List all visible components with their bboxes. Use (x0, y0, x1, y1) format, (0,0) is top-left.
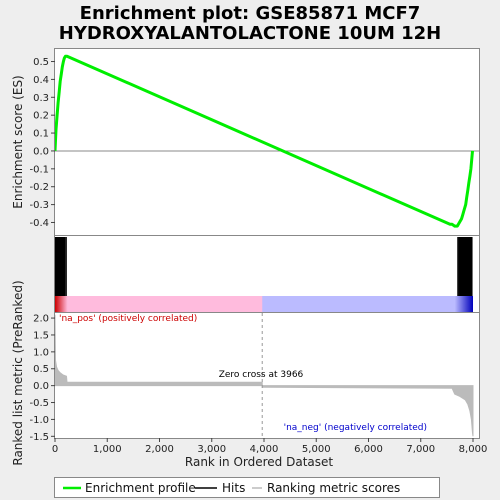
legend-label-ranking-metric: Ranking metric scores (267, 481, 400, 495)
es-y-tick-label: 0.0 (33, 146, 49, 157)
x-tick-label: 1,000 (93, 444, 122, 455)
x-tick-label: 6,000 (354, 444, 383, 455)
metric-y-tick-label: -1.5 (29, 432, 49, 443)
legend-label-enrichment-profile: Enrichment profile (85, 481, 196, 495)
metric-y-axis: -1.5 -1.0 -0.5 0.0 0.5 1.0 1.5 2.0 (29, 314, 55, 443)
chart-title-line-2: HYDROXYALANTOLACTONE 10UM 12H (59, 23, 442, 44)
es-y-tick-label: 0.5 (33, 57, 49, 68)
metric-y-tick-label: 1.5 (33, 330, 49, 341)
es-y-tick-label: -0.4 (29, 218, 49, 229)
metric-y-tick-label: 0.5 (33, 364, 49, 375)
metric-y-tick-label: -1.0 (29, 415, 49, 426)
zero-cross-label: Zero cross at 3966 (219, 370, 304, 380)
metric-y-tick-label: 2.0 (33, 314, 49, 325)
legend-label-hits: Hits (222, 481, 245, 495)
es-y-axis: -0.4 -0.3 -0.2 -0.1 0.0 0.1 0.2 0.3 0.4 0.5 (29, 57, 55, 229)
es-y-axis-label: Enrichment score (ES) (11, 75, 25, 208)
positive-correlation-label: 'na_pos' (positively correlated) (59, 314, 197, 324)
x-tick-label: 0 (52, 444, 58, 455)
x-tick-label: 8,000 (459, 444, 488, 455)
x-tick-label: 3,000 (197, 444, 226, 455)
metric-y-axis-label: Ranked list metric (PreRanked) (11, 280, 25, 465)
metric-y-tick-label: -0.5 (29, 398, 49, 409)
rank-gradient-bar (55, 296, 473, 312)
metric-y-tick-label: 1.0 (33, 347, 49, 358)
es-y-tick-label: 0.1 (33, 129, 49, 140)
es-y-tick-label: 0.4 (33, 75, 49, 86)
negative-correlation-label: 'na_neg' (negatively correlated) (284, 423, 427, 433)
x-tick-label: 4,000 (250, 444, 279, 455)
es-y-tick-label: 0.2 (33, 111, 49, 122)
es-y-tick-label: -0.3 (29, 200, 49, 211)
es-panel-frame (55, 49, 480, 236)
chart-title-line-1: Enrichment plot: GSE85871 MCF7 (80, 3, 421, 24)
x-tick-label: 7,000 (406, 444, 435, 455)
x-axis-label: Rank in Ordered Dataset (185, 455, 333, 469)
es-y-tick-label: -0.1 (29, 164, 49, 175)
metric-y-tick-label: 0.0 (33, 381, 49, 392)
x-axis: 0 1,000 2,000 3,000 4,000 5,000 6,000 7,000 8,00… (52, 438, 488, 455)
x-tick-label: 2,000 (145, 444, 174, 455)
es-y-tick-label: -0.2 (29, 182, 49, 193)
x-tick-label: 5,000 (302, 444, 331, 455)
es-y-tick-label: 0.3 (33, 93, 49, 104)
